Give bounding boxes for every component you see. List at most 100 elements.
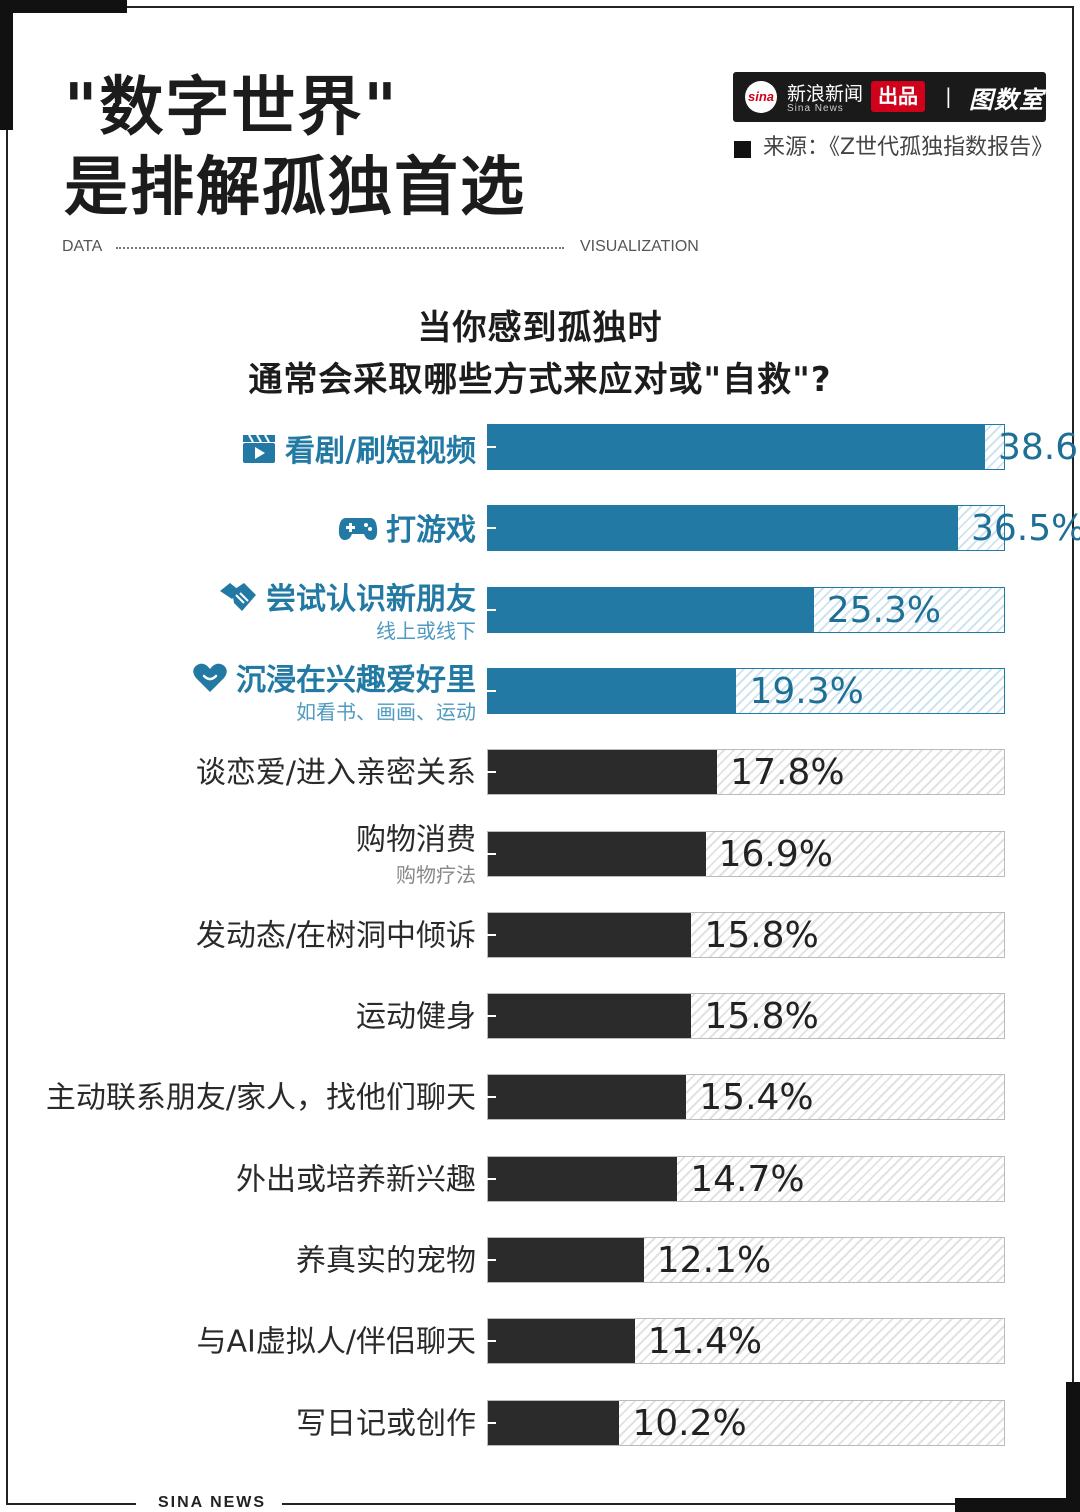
bar — [488, 668, 737, 713]
bar-track — [487, 505, 1005, 552]
bar-label-text: 主动联系朋友/家人，找他们聊天 — [45, 1080, 476, 1116]
bar-value-label: 15.8% — [704, 996, 819, 1038]
chart-title-line2: 通常会采取哪些方式来应对或"自救"? — [248, 360, 832, 400]
bar-value-label: 11.4% — [647, 1321, 763, 1363]
bar-label: 购物消费 — [356, 825, 476, 856]
bar-track — [487, 424, 1005, 470]
frame-bottom-line-left — [6, 1503, 136, 1505]
bar-track — [487, 911, 1005, 958]
bar-label: 写日记或创作 — [296, 1409, 476, 1440]
bar-sublabel: 如看书、画画、运动 — [296, 699, 476, 724]
corner-bottom-right — [955, 1498, 1080, 1512]
source-marker — [734, 141, 751, 158]
bar-label-text: 购物消费 — [356, 822, 476, 857]
bar-track — [487, 667, 1005, 714]
bar — [488, 831, 706, 876]
page-title-line1: "数字世界" — [64, 71, 399, 145]
bar-label: 尝试认识新朋友 — [218, 581, 476, 619]
bar-label: 外出或培养新兴趣 — [236, 1165, 476, 1196]
tushushi-logo: 图数室 — [969, 86, 1044, 114]
bar-label: 运动健身 — [356, 1002, 476, 1033]
brand-separator: | — [945, 84, 952, 108]
sina-brand-name: 新浪新闻 — [787, 83, 864, 105]
bar-value-label: 15.4% — [699, 1077, 814, 1119]
bar-track — [487, 830, 1005, 877]
frame-top-line — [127, 6, 1074, 8]
bar — [488, 912, 692, 957]
bar-track — [487, 993, 1005, 1040]
bar-label-text: 养真实的宠物 — [296, 1243, 476, 1279]
bar-label-text: 外出或培养新兴趣 — [236, 1162, 476, 1198]
bar-label: 与AI虚拟人/伴侣聊天 — [197, 1327, 476, 1358]
bar — [488, 1075, 687, 1120]
bar-track — [487, 1155, 1005, 1202]
bar-value-label: 15.8% — [704, 914, 819, 956]
bar — [488, 425, 985, 469]
bar-tick — [487, 446, 496, 448]
bar-value-label: 36.5% — [970, 508, 1080, 550]
bar-label-text: 运动健身 — [356, 999, 476, 1035]
bar-value-label: 12.1% — [656, 1240, 772, 1281]
footer-brand: SINA NEWS — [158, 1494, 267, 1511]
bar — [488, 587, 814, 632]
bar-tick — [487, 852, 496, 855]
bar — [488, 1400, 620, 1445]
brand-badge: sina 新浪新闻 Sina News 出品 | 图数室 — [733, 72, 1046, 122]
chart-title-line1: 当你感到孤独时 — [417, 308, 663, 348]
handshake-icon — [218, 581, 258, 619]
bar — [488, 1319, 635, 1364]
bar — [488, 506, 958, 551]
bar-label-text: 发动态/在树洞中倾诉 — [195, 918, 476, 954]
bar-value-label: 14.7% — [690, 1158, 805, 1200]
bar — [488, 1156, 678, 1201]
bar-value-label: 10.2% — [632, 1402, 747, 1444]
clapper-icon — [241, 433, 277, 471]
bar — [488, 994, 692, 1039]
bar-label-text: 尝试认识新朋友 — [266, 581, 476, 617]
bar-sublabel: 购物疗法 — [396, 862, 476, 887]
sina-logo-icon: sina — [745, 81, 777, 113]
bar-tick — [487, 1096, 496, 1099]
bar-track — [487, 1237, 1005, 1283]
bar-label-text: 看剧/刷短视频 — [285, 434, 476, 469]
bar-label: 养真实的宠物 — [296, 1246, 476, 1277]
dotted-divider — [116, 247, 564, 249]
frame-bottom-line-right — [282, 1503, 955, 1505]
bar-track — [487, 586, 1005, 633]
bar-label: 打游戏 — [338, 514, 476, 548]
bar-value-label: 16.9% — [718, 833, 833, 875]
bar-track — [487, 1318, 1005, 1365]
source-text: 来源：《Z世代孤独指数报告》 — [763, 135, 1054, 160]
bar-tick — [487, 689, 496, 692]
corner-right-bar — [1066, 1382, 1080, 1512]
bar-value-label: 38.6% — [997, 427, 1080, 468]
bar-tick — [487, 1177, 496, 1180]
bar-label: 主动联系朋友/家人，找他们聊天 — [46, 1083, 476, 1114]
bar-track — [487, 1074, 1005, 1121]
bar — [488, 750, 718, 795]
corner-top-left — [0, 0, 127, 13]
bar-tick — [487, 1015, 496, 1018]
visualization-label: VISUALIZATION — [580, 238, 699, 255]
bar-value-label: 17.8% — [730, 752, 845, 794]
bar-tick — [487, 1340, 496, 1343]
chupin-tag: 出品 — [871, 81, 925, 112]
bar-label-text: 沉浸在兴趣爱好里 — [236, 662, 476, 698]
bar-label-text: 写日记或创作 — [296, 1406, 476, 1442]
bar-label-text: 打游戏 — [386, 513, 476, 549]
bar-tick — [487, 608, 496, 611]
corner-left-bar — [0, 0, 13, 130]
page-title-line2: 是排解孤独首选 — [64, 151, 526, 225]
bar-sublabel: 线上或线下 — [376, 618, 476, 643]
bar-label-text: 与AI虚拟人/伴侣聊天 — [196, 1324, 476, 1360]
bar-label: 看剧/刷短视频 — [241, 433, 476, 471]
bar-track — [487, 749, 1005, 796]
bar-label: 沉浸在兴趣爱好里 — [192, 662, 476, 700]
frame-left-line — [6, 130, 8, 1505]
bar-value-label: 25.3% — [826, 589, 942, 631]
bar-tick — [487, 771, 496, 774]
bar-tick — [487, 1421, 496, 1424]
gamepad-icon — [338, 514, 378, 548]
bar-label-text: 谈恋爱/进入亲密关系 — [195, 755, 476, 791]
data-label: DATA — [62, 238, 103, 255]
